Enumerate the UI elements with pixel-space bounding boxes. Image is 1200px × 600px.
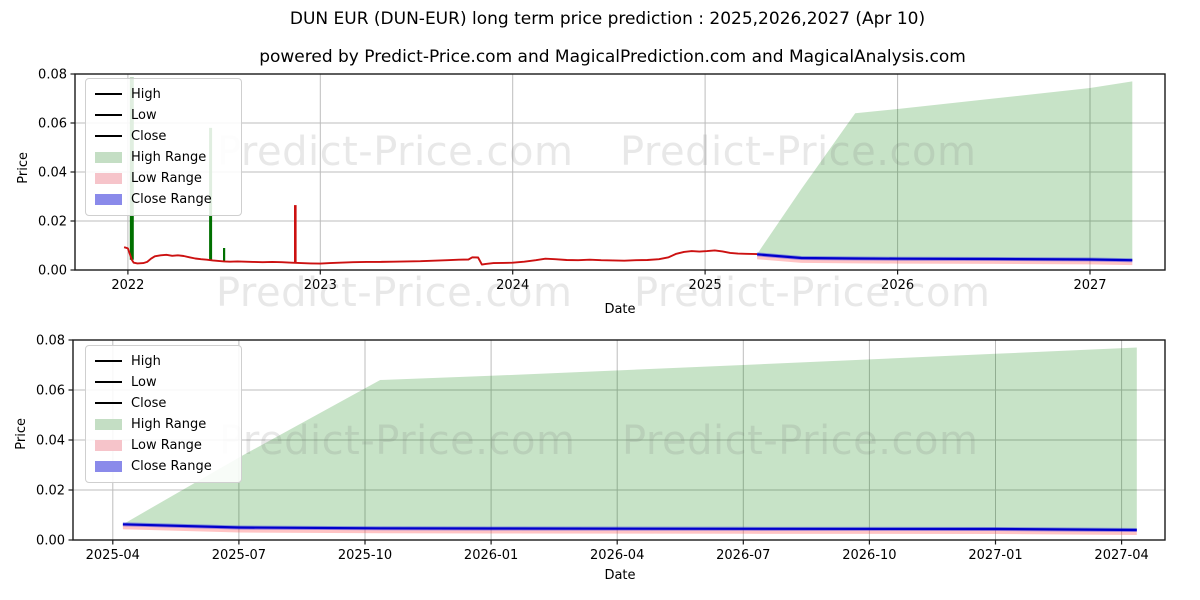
svg-text:0.04: 0.04 xyxy=(38,166,67,181)
bottom-chart-plot: 2025-04 2025-07 2025-10 2026-01 2026-04 2026-… xyxy=(36,334,1166,563)
legend-label: Close Range xyxy=(131,191,212,207)
watermark-text: Predict-Price.com xyxy=(622,418,979,464)
watermark-text: Predict-Price.com xyxy=(634,270,991,316)
legend-label: High xyxy=(131,86,161,102)
low-line-swatch xyxy=(95,381,122,384)
svg-text:2026: 2026 xyxy=(881,278,914,293)
legend-item-close-range: Close Range xyxy=(95,191,233,208)
legend-item-high-range: High Range xyxy=(95,149,233,166)
close-prediction-line xyxy=(757,253,1133,262)
legend-label: Low Range xyxy=(131,437,202,453)
svg-text:2027-01: 2027-01 xyxy=(968,548,1022,563)
legend-item-high: High xyxy=(95,353,233,370)
legend-label: Close xyxy=(131,128,167,144)
top-x-axis-label: Date xyxy=(604,302,636,317)
top-legend: High Low Close High Range Low Range Clos… xyxy=(85,78,242,216)
svg-text:2025-04: 2025-04 xyxy=(86,548,140,563)
watermark-text: Predict-Price.com xyxy=(216,270,573,316)
svg-text:2023: 2023 xyxy=(304,278,337,293)
legend-item-close: Close xyxy=(95,395,233,412)
watermark-text: Predict-Price.com xyxy=(219,418,576,464)
plot-border xyxy=(74,73,1166,271)
legend-item-low-range: Low Range xyxy=(95,170,233,187)
legend-item-low-range: Low Range xyxy=(95,437,233,454)
legend-label: Low xyxy=(131,374,157,390)
low-range-swatch xyxy=(95,172,122,184)
watermark-text: Predict-Price.com xyxy=(217,129,574,175)
legend-label: Close xyxy=(131,395,167,411)
legend-label: High Range xyxy=(131,416,207,432)
svg-text:0.02: 0.02 xyxy=(36,484,65,499)
svg-text:0.08: 0.08 xyxy=(36,334,65,349)
svg-text:0.02: 0.02 xyxy=(38,215,67,230)
close-range-swatch xyxy=(95,460,122,472)
svg-text:2025-07: 2025-07 xyxy=(212,548,266,563)
low-line-swatch xyxy=(95,114,122,117)
legend-item-high-range: High Range xyxy=(95,416,233,433)
legend-label: High Range xyxy=(131,149,207,165)
legend-label: Low xyxy=(131,107,157,123)
svg-text:2026-10: 2026-10 xyxy=(842,548,896,563)
bottom-legend: High Low Close High Range Low Range Clos… xyxy=(85,345,242,483)
legend-item-high: High xyxy=(95,86,233,103)
svg-text:0.04: 0.04 xyxy=(36,434,65,449)
svg-text:0.06: 0.06 xyxy=(36,384,65,399)
close-line-swatch xyxy=(95,135,122,138)
svg-text:0.06: 0.06 xyxy=(38,117,67,132)
legend-label: Low Range xyxy=(131,170,202,186)
legend-item-low: Low xyxy=(95,374,233,391)
svg-text:2026-07: 2026-07 xyxy=(716,548,770,563)
bottom-x-axis-label: Date xyxy=(604,568,636,583)
low-range-swatch xyxy=(95,439,122,451)
low-history-line xyxy=(123,246,758,266)
svg-text:2025-10: 2025-10 xyxy=(338,548,392,563)
high-line-swatch xyxy=(95,360,122,363)
page-title: DUN EUR (DUN-EUR) long term price predic… xyxy=(289,9,926,29)
close-prediction-line xyxy=(122,523,1137,532)
close-range-swatch xyxy=(95,193,122,205)
top-y-axis-label: Price xyxy=(16,152,31,184)
page-subtitle: powered by Predict-Price.com and Magical… xyxy=(259,47,966,67)
svg-text:2026-01: 2026-01 xyxy=(464,548,518,563)
high-range-swatch xyxy=(95,418,122,430)
high-line-swatch xyxy=(95,93,122,96)
high-range-swatch xyxy=(95,151,122,163)
bottom-y-axis-label: Price xyxy=(14,418,29,450)
watermark-text: Predict-Price.com xyxy=(620,129,977,175)
close-line-swatch xyxy=(95,402,122,405)
svg-text:2022: 2022 xyxy=(111,278,144,293)
legend-label: High xyxy=(131,353,161,369)
svg-text:2026-04: 2026-04 xyxy=(590,548,644,563)
high-range-area xyxy=(122,347,1137,530)
legend-item-close: Close xyxy=(95,128,233,145)
legend-item-low: Low xyxy=(95,107,233,124)
high-range-area xyxy=(757,81,1133,261)
svg-text:2025: 2025 xyxy=(689,278,722,293)
legend-item-close-range: Close Range xyxy=(95,458,233,475)
top-chart-plot: 2022 2023 2024 2025 2026 2027 0.00 0.02 0.04 0.06… xyxy=(38,68,1166,293)
legend-label: Close Range xyxy=(131,458,212,474)
svg-text:2024: 2024 xyxy=(496,278,529,293)
svg-text:0.00: 0.00 xyxy=(38,264,67,279)
svg-text:0.00: 0.00 xyxy=(36,534,65,549)
plot-border xyxy=(72,339,1166,541)
svg-text:2027: 2027 xyxy=(1073,278,1106,293)
svg-text:0.08: 0.08 xyxy=(38,68,67,83)
svg-text:2027-04: 2027-04 xyxy=(1094,548,1148,563)
